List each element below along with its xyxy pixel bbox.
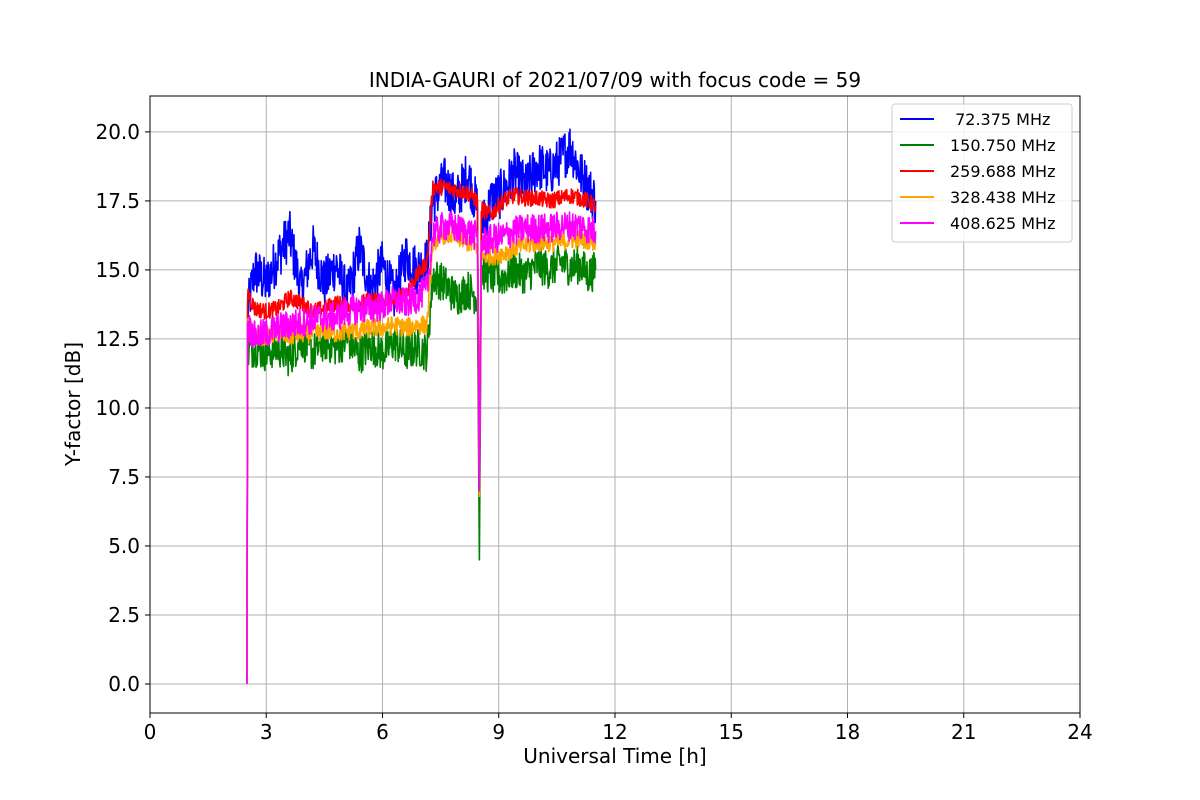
series-line (246, 243, 597, 685)
chart-title: INDIA-GAURI of 2021/07/09 with focus cod… (369, 68, 861, 92)
series-group (246, 128, 597, 685)
legend-label: 72.375 MHz (950, 110, 1050, 129)
y-tick-label: 10.0 (95, 396, 140, 420)
y-tick-label: 17.5 (95, 189, 140, 213)
y-tick-label: 7.5 (108, 465, 140, 489)
x-tick-label: 0 (144, 720, 157, 744)
ticks: 0 3 6 9 12 15 18 21 24 0.0 2.5 5.0 7.5 10.0 12.5 15.0 17… (95, 120, 1092, 744)
x-tick-label: 18 (835, 720, 860, 744)
x-tick-label: 6 (376, 720, 389, 744)
y-tick-label: 5.0 (108, 534, 140, 558)
y-tick-label: 12.5 (95, 327, 140, 351)
y-axis-label: Y-factor [dB] (61, 342, 85, 467)
x-tick-label: 12 (602, 720, 627, 744)
y-tick-label: 2.5 (108, 603, 140, 627)
series-line (246, 128, 597, 685)
y-tick-label: 20.0 (95, 120, 140, 144)
series-line (246, 211, 597, 685)
x-axis-label: Universal Time [h] (523, 744, 706, 768)
legend-label: 408.625 MHz (950, 214, 1055, 233)
x-tick-label: 3 (260, 720, 273, 744)
y-tick-label: 0.0 (108, 672, 140, 696)
legend-label: 150.750 MHz (950, 136, 1055, 155)
x-tick-label: 15 (719, 720, 744, 744)
legend-box (891, 103, 1073, 243)
x-tick-label: 21 (951, 720, 976, 744)
legend-label: 259.688 MHz (950, 162, 1055, 181)
x-tick-label: 24 (1067, 720, 1092, 744)
legend: 72.375 MHz 150.750 MHz 259.688 MHz 328.438 … (891, 103, 1073, 243)
x-tick-label: 9 (492, 720, 505, 744)
legend-label: 328.438 MHz (950, 188, 1055, 207)
y-tick-label: 15.0 (95, 258, 140, 282)
